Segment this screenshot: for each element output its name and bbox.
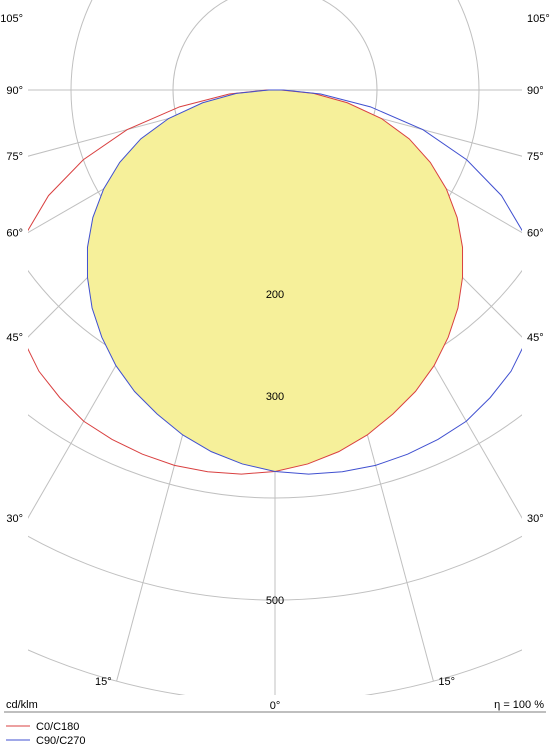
angle-label-left: 45° [6,332,23,344]
angle-label-left: 15° [95,676,112,688]
legend-label: C90/C270 [36,735,86,747]
angle-label-right: 105° [527,13,550,25]
efficiency-label: η = 100 % [494,699,544,711]
angle-label-right: 45° [527,332,544,344]
angle-label-left: 90° [6,85,23,97]
ring-label: 200 [266,289,284,301]
legend-label: C0/C180 [36,721,79,733]
angle-label-bottom: 0° [270,700,281,712]
angle-label-left: 75° [6,151,23,163]
polar-chart-container: 200 300 500 105° 90° 75° 60° 45° 30° 15° 105° 90° 75… [0,0,550,750]
angle-label-left: 105° [0,13,23,25]
axis-unit-label: cd/klm [6,699,38,711]
angle-label-left: 30° [6,513,23,525]
angle-label-right: 90° [527,85,544,97]
angle-label-right: 30° [527,513,544,525]
ring-label: 300 [266,391,284,403]
angle-label-left: 60° [6,228,23,240]
angle-label-right: 15° [438,676,455,688]
angle-label-right: 75° [527,151,544,163]
ring-label: 500 [266,595,284,607]
intersection-fill [87,90,462,471]
polar-chart-svg: 200 300 500 105° 90° 75° 60° 45° 30° 15° 105° 90° 75… [0,0,550,750]
angle-label-right: 60° [527,228,544,240]
